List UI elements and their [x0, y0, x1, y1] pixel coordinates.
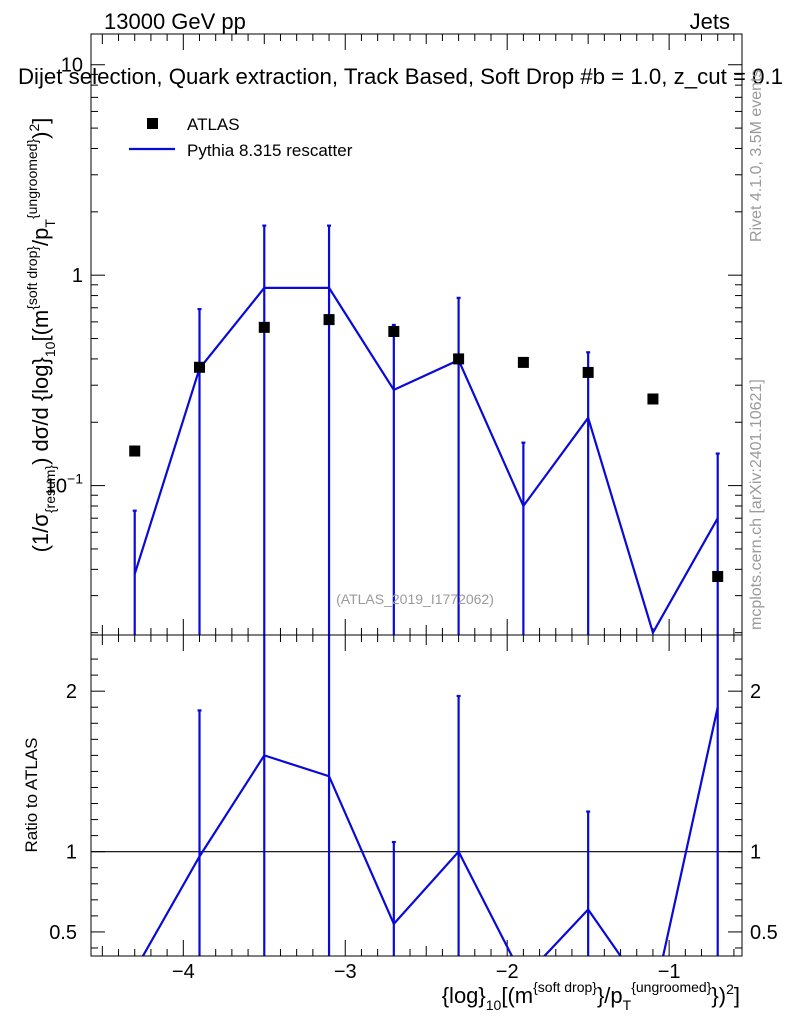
main-mc-line — [133, 286, 719, 635]
plot-title: Dijet selection, Quark extraction, Track… — [18, 64, 783, 89]
ratio-mc-error-bars — [197, 635, 719, 956]
main-data-point — [258, 321, 270, 333]
ratio-panel: 0.5 0.5 1 1 2 2 −4 −3 −2 −1 — [49, 634, 778, 983]
main-y-tick-label: 10 — [61, 55, 83, 77]
main-y-tick-label: 1 — [72, 265, 83, 287]
ratio-y-axis-label: Ratio to ATLAS — [22, 738, 41, 853]
side-label-rivet: Rivet 4.1.0, 3.5M events — [748, 69, 765, 242]
x-axis-label: {log}10[(m{soft drop}}/pT{ungroomed}})2] — [442, 979, 740, 1013]
energy-label: 13000 GeV pp — [104, 9, 246, 34]
main-data-point — [712, 570, 724, 582]
ratio-y-tick-label-left: 2 — [66, 681, 77, 703]
x-tick-label: −3 — [334, 961, 357, 983]
main-data-point — [517, 356, 529, 368]
ratio-y-tick-label-left: 1 — [66, 842, 77, 864]
x-tick-label: −1 — [658, 961, 681, 983]
side-label-mcplots: mcplots.cern.ch [arXiv:2401.10621] — [748, 379, 765, 630]
process-label: Jets — [690, 9, 730, 34]
ratio-frame — [90, 634, 743, 957]
ratio-y-tick-label-right: 0.5 — [750, 922, 778, 944]
legend-data-marker — [147, 118, 158, 129]
ratio-mc-line — [141, 706, 719, 956]
main-y-axis-label: (1/σ{resum}) dσ/d {log}10[(m{soft drop}/… — [24, 118, 58, 553]
main-data-point — [129, 445, 141, 457]
x-tick-label: −4 — [172, 961, 195, 983]
main-data-point — [582, 366, 594, 378]
x-tick-label: −2 — [496, 961, 519, 983]
legend-mc-label: Pythia 8.315 rescatter — [187, 141, 353, 160]
legend: ATLAS Pythia 8.315 rescatter — [129, 115, 353, 160]
main-data-point — [388, 325, 400, 337]
ratio-y-tick-label-left: 0.5 — [49, 922, 77, 944]
main-data-point — [194, 361, 205, 373]
ratio-y-tick-label-right: 2 — [750, 681, 761, 703]
ratio-y-tick-label-right: 1 — [750, 842, 761, 864]
main-data-points — [129, 314, 724, 582]
main-data-point — [647, 393, 659, 405]
main-mc-error-bars — [132, 224, 720, 635]
main-data-point — [323, 314, 335, 326]
watermark: (ATLAS_2019_I1772062) — [336, 591, 494, 607]
main-data-point — [453, 353, 465, 365]
legend-data-label: ATLAS — [187, 115, 240, 134]
